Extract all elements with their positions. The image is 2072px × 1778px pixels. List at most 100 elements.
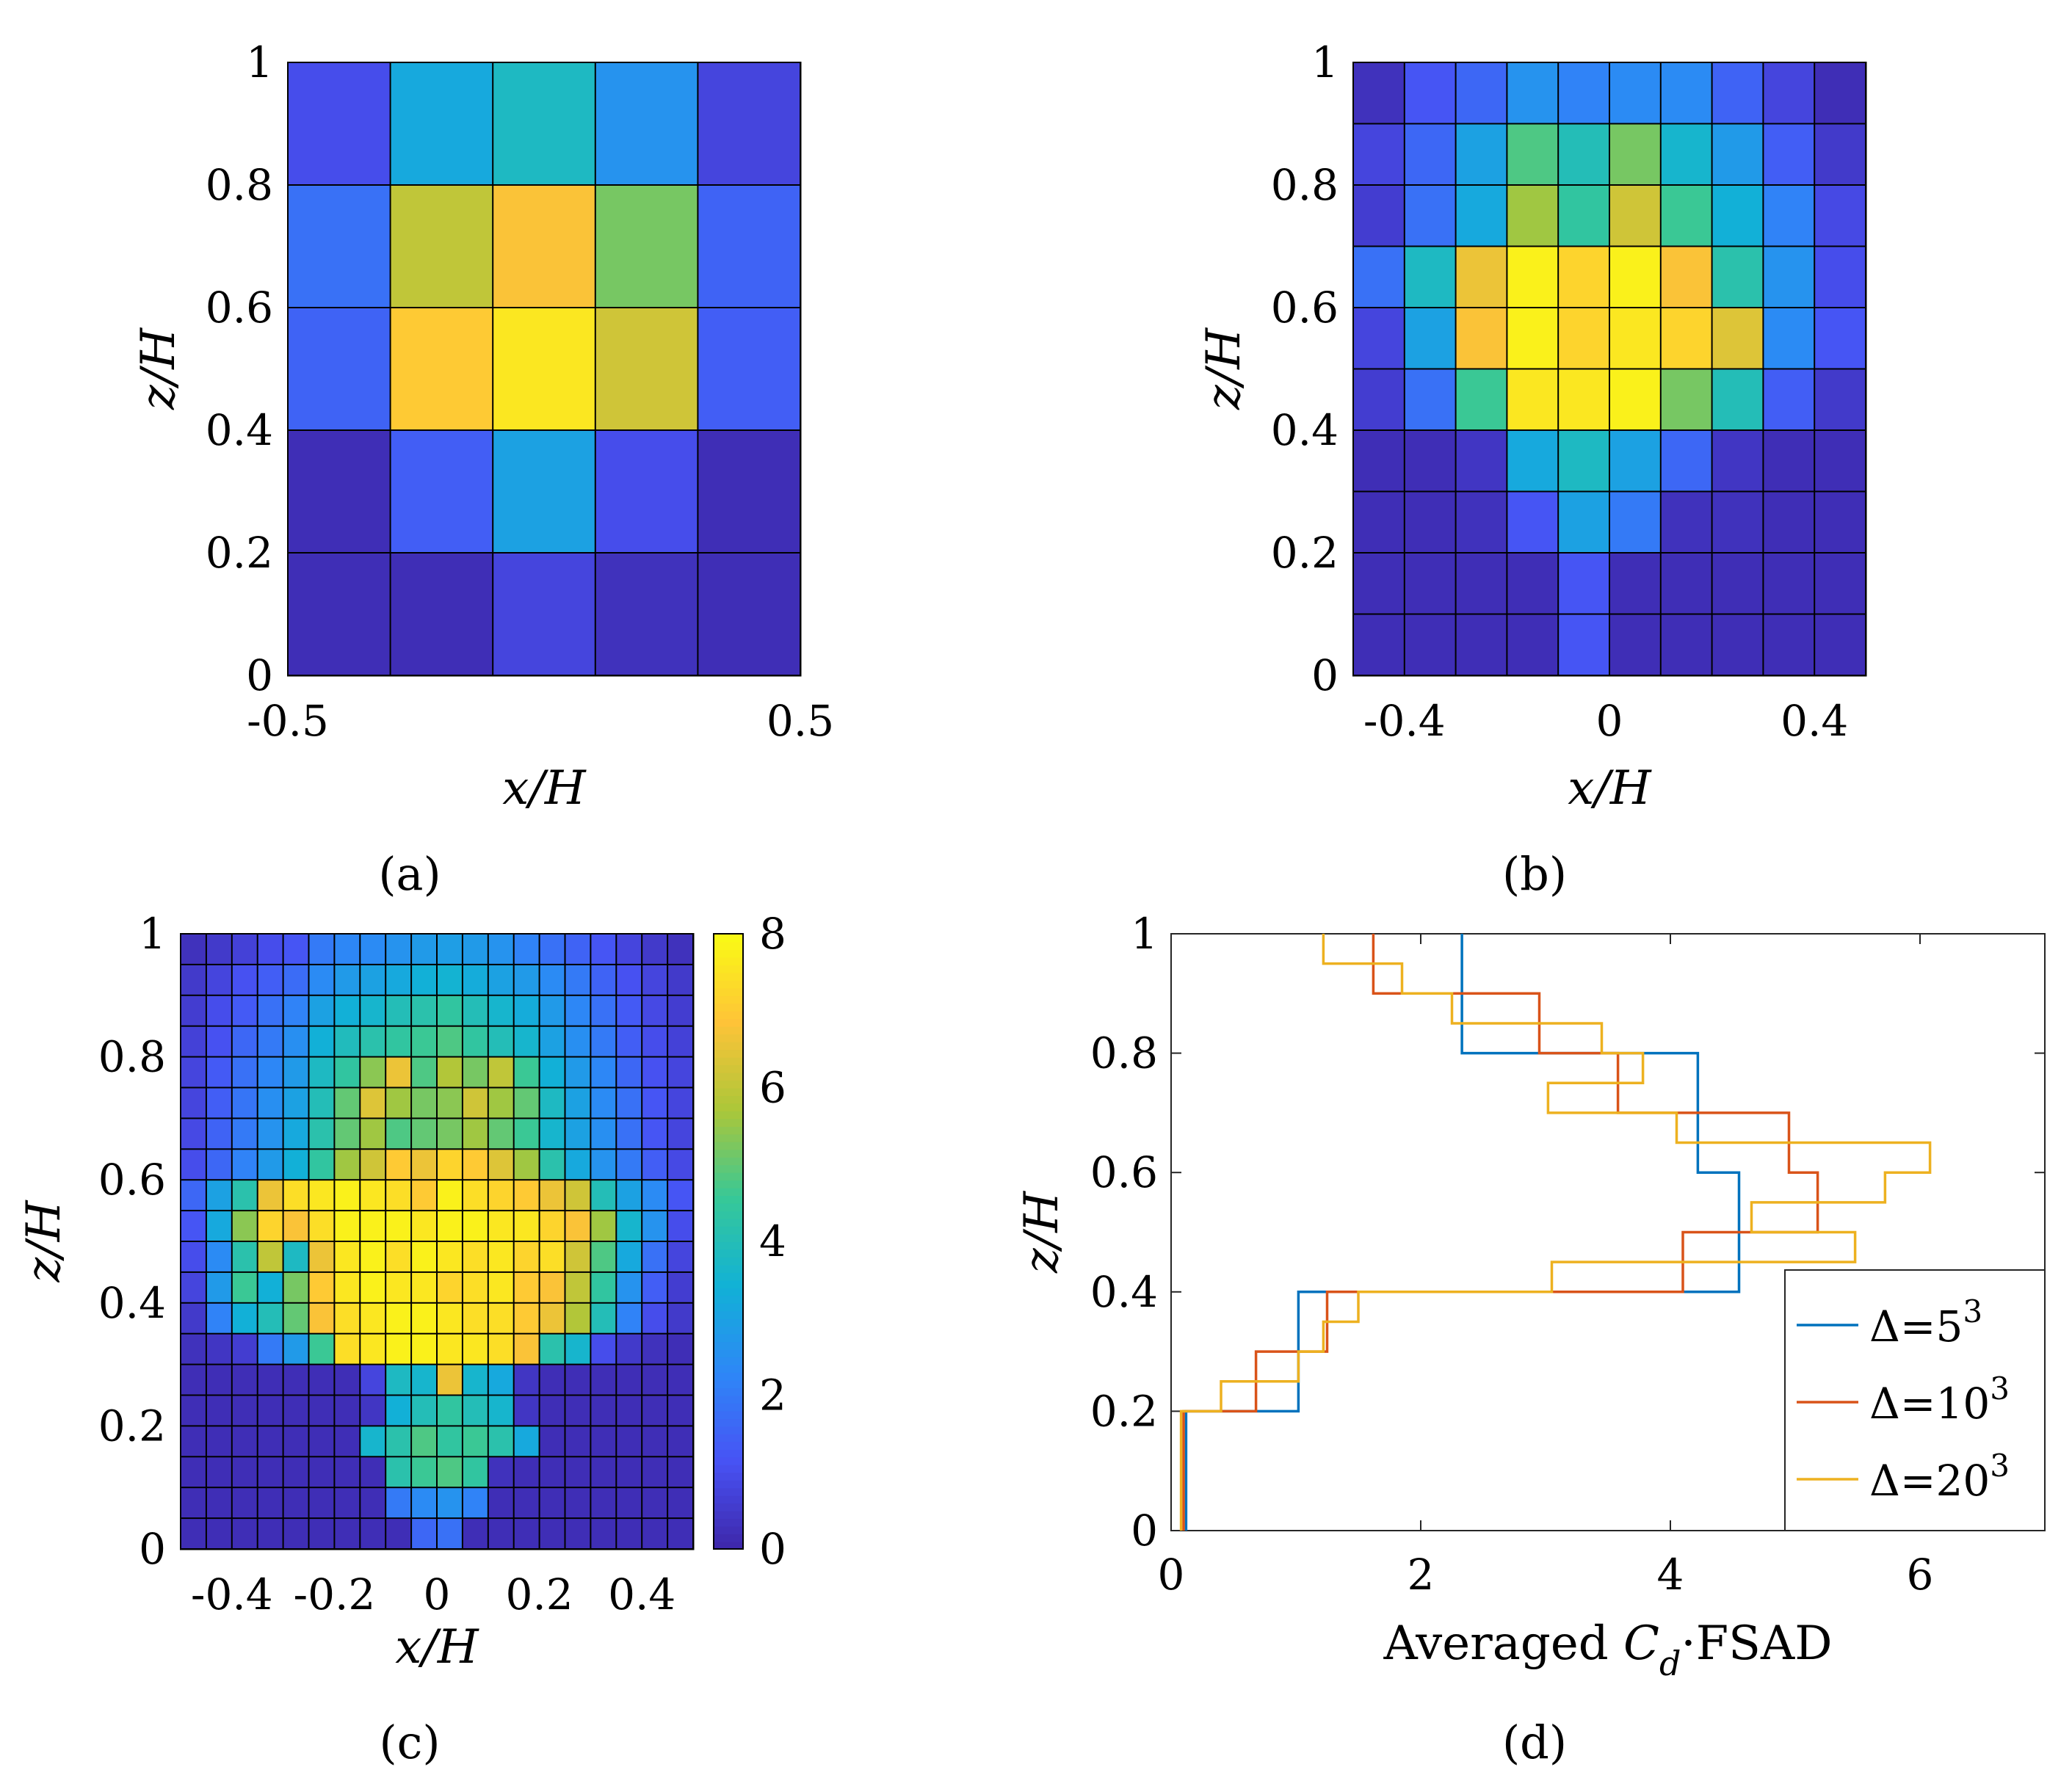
panel-c-colorbar-step bbox=[714, 964, 743, 973]
panel-b-cell bbox=[1814, 613, 1867, 677]
panel-b-cell bbox=[1352, 245, 1406, 309]
panel-c-colorbar-tick-label: 0 bbox=[759, 1524, 786, 1574]
panel-c-cell bbox=[487, 933, 515, 966]
panel-b-cell bbox=[1711, 552, 1764, 615]
panel-c-cell bbox=[538, 1241, 566, 1274]
panel-c-cell bbox=[256, 1210, 285, 1243]
panel-c-cell bbox=[333, 1456, 361, 1489]
panel-c-colorbar-step bbox=[714, 1271, 743, 1281]
panel-c-colorbar-step bbox=[714, 1202, 743, 1212]
panel-c-cell bbox=[512, 1487, 541, 1520]
panel-c-cell bbox=[205, 1148, 233, 1181]
panel-c-cell bbox=[256, 1148, 285, 1181]
panel-c-cell bbox=[359, 1363, 387, 1396]
panel-c-colorbar-step bbox=[714, 1518, 743, 1527]
panel-c-colorbar-step bbox=[714, 957, 743, 965]
panel-c-ytick-label: 0.6 bbox=[98, 1155, 166, 1205]
panel-c-cell bbox=[282, 994, 311, 1028]
panel-c-cell bbox=[615, 1271, 643, 1305]
panel-c-cell bbox=[282, 1210, 311, 1243]
panel-c-cell bbox=[461, 1056, 490, 1089]
panel-b-cell bbox=[1455, 429, 1508, 493]
panel-c-cell bbox=[512, 1271, 541, 1305]
panel-c-ytick-label: 1 bbox=[139, 909, 166, 959]
panel-b-cell bbox=[1403, 62, 1457, 125]
panel-c-cell bbox=[641, 1056, 669, 1089]
panel-c-cell bbox=[205, 1425, 233, 1458]
panel-c-cell bbox=[641, 933, 669, 966]
panel-b-cell bbox=[1403, 184, 1457, 247]
panel-c-cell bbox=[538, 1056, 566, 1089]
panel-b-xtick-label: 0 bbox=[1596, 696, 1623, 746]
panel-b-cell bbox=[1762, 490, 1816, 554]
panel-c-colorbar-step bbox=[714, 1172, 743, 1181]
panel-a-cell bbox=[492, 307, 597, 432]
panel-c-colorbar-step bbox=[714, 1064, 743, 1073]
panel-c-cell bbox=[538, 1394, 566, 1427]
panel-b-cell bbox=[1711, 490, 1764, 554]
panel-b-cell bbox=[1814, 368, 1867, 432]
panel-c-cell bbox=[436, 933, 464, 966]
panel-c-colorbar-step bbox=[714, 1464, 743, 1473]
panel-a-cell bbox=[492, 62, 597, 186]
panel-b-cell bbox=[1403, 368, 1457, 432]
panel-b-ytick-label: 0.8 bbox=[1271, 160, 1339, 210]
panel-c-cell bbox=[615, 1179, 643, 1212]
panel-c-cell bbox=[538, 1179, 566, 1212]
panel-c-cell bbox=[205, 1117, 233, 1150]
panel-b-cell bbox=[1711, 123, 1764, 186]
panel-c-cell bbox=[512, 1425, 541, 1458]
panel-c-cell bbox=[641, 994, 669, 1028]
panel-b-cell bbox=[1762, 184, 1816, 247]
panel-b-cell bbox=[1506, 307, 1560, 370]
panel-c-colorbar-step bbox=[714, 1433, 743, 1443]
panel-c-colorbar-step bbox=[714, 1080, 743, 1089]
panel-b-cell bbox=[1711, 307, 1764, 370]
panel-c-colorbar-step bbox=[714, 941, 743, 950]
panel-c-cell bbox=[308, 963, 336, 997]
panel-c-cell bbox=[487, 1456, 515, 1489]
panel-c-cell bbox=[282, 1332, 311, 1366]
panel-c-colorbar-step bbox=[714, 1187, 743, 1197]
panel-a-cell bbox=[389, 307, 494, 432]
panel-b-cell bbox=[1711, 429, 1764, 493]
panel-c-cell bbox=[333, 1210, 361, 1243]
panel-c-cell bbox=[436, 1425, 464, 1458]
panel-c-colorbar-step bbox=[714, 1056, 743, 1066]
panel-c-cell bbox=[410, 1117, 438, 1150]
panel-c-colorbar-step bbox=[714, 1503, 743, 1512]
panel-c-cell bbox=[487, 994, 515, 1028]
panel-c-cell bbox=[590, 1517, 617, 1550]
panel-c-cell bbox=[385, 1487, 413, 1520]
panel-a-cell bbox=[287, 184, 392, 309]
panel-c-cell bbox=[487, 1025, 515, 1059]
panel-c-colorbar-tick-label: 6 bbox=[759, 1063, 786, 1113]
panel-c-cell bbox=[231, 1394, 259, 1427]
panel-c-colorbar-step bbox=[714, 1418, 743, 1427]
panel-c-cell bbox=[538, 1332, 566, 1366]
panel-c-colorbar-step bbox=[714, 948, 743, 958]
panel-a-cells bbox=[287, 62, 802, 677]
panel-c-cell bbox=[615, 1487, 643, 1520]
panel-c-cell bbox=[333, 1241, 361, 1274]
panel-c-colorbar-step bbox=[714, 1003, 743, 1012]
panel-b-cell bbox=[1557, 552, 1611, 615]
panel-c-cell bbox=[308, 1363, 336, 1396]
panel-b-cell bbox=[1506, 184, 1560, 247]
panel-c-cell bbox=[461, 1487, 490, 1520]
panel-c-colorbar-step bbox=[714, 1510, 743, 1520]
panel-c-cell bbox=[359, 994, 387, 1028]
panel-c-cell bbox=[538, 1025, 566, 1059]
panel-c-colorbar-step bbox=[714, 1479, 743, 1489]
panel-c-cell bbox=[410, 933, 438, 966]
panel-b-ytick-label: 0.6 bbox=[1271, 283, 1339, 333]
panel-c-cell bbox=[512, 1025, 541, 1059]
panel-c-cell bbox=[564, 1025, 592, 1059]
panel-c-cell bbox=[564, 1394, 592, 1427]
panel-c-cell bbox=[180, 1210, 208, 1243]
panel-c-cell bbox=[564, 1241, 592, 1274]
panel-b-cell bbox=[1506, 429, 1560, 493]
panel-c-cell bbox=[641, 1487, 669, 1520]
panel-c-cell bbox=[180, 1241, 208, 1274]
panel-c-cell bbox=[410, 1025, 438, 1059]
